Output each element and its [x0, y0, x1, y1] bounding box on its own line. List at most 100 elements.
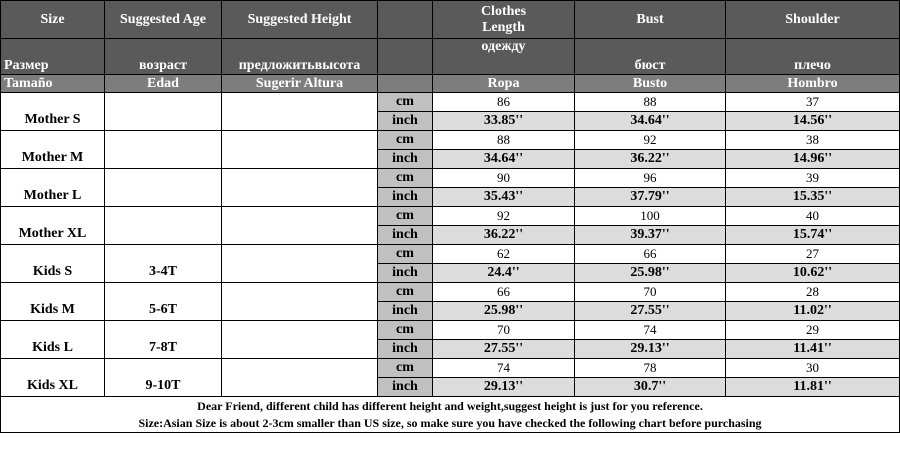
- bust-cm: 100: [574, 206, 726, 226]
- shoulder-cm: 39: [725, 168, 900, 188]
- header-height: Suggested Height: [221, 0, 378, 39]
- unit-cm: cm: [377, 168, 433, 188]
- size-label: Mother L: [0, 168, 105, 207]
- header-bust-ru: бюст: [574, 38, 726, 75]
- shoulder-cm: 28: [725, 282, 900, 302]
- shoulder-cm: 38: [725, 130, 900, 150]
- length-inch: 34.64'': [432, 149, 575, 169]
- age-cell: [104, 92, 222, 131]
- height-cell: [221, 206, 378, 245]
- height-cell: [221, 358, 378, 397]
- unit-cm: cm: [377, 320, 433, 340]
- length-inch: 35.43'': [432, 187, 575, 207]
- header-age-ru: возраст: [104, 38, 222, 75]
- age-cell: [104, 130, 222, 169]
- size-label: Kids S: [0, 244, 105, 283]
- header-age: Suggested Age: [104, 0, 222, 39]
- header-length-es: Ropa: [432, 74, 575, 93]
- shoulder-cm: 40: [725, 206, 900, 226]
- bust-cm: 70: [574, 282, 726, 302]
- shoulder-inch: 11.81'': [725, 377, 900, 397]
- height-cell: [221, 320, 378, 359]
- height-cell: [221, 168, 378, 207]
- height-cell: [221, 282, 378, 321]
- shoulder-cm: 27: [725, 244, 900, 264]
- unit-inch: inch: [377, 339, 433, 359]
- header-length-line1: Clothes: [480, 3, 527, 19]
- header-length-ru: одежду: [432, 38, 575, 75]
- shoulder-inch: 14.96'': [725, 149, 900, 169]
- header-shoulder-ru: плечо: [725, 38, 900, 75]
- unit-inch: inch: [377, 263, 433, 283]
- unit-inch: inch: [377, 149, 433, 169]
- shoulder-inch: 11.02'': [725, 301, 900, 321]
- header-shoulder: Shoulder: [725, 0, 900, 39]
- shoulder-inch: 14.56'': [725, 111, 900, 131]
- length-cm: 74: [432, 358, 575, 378]
- header-length-line2: Length: [482, 19, 525, 35]
- bust-inch: 29.13'': [574, 339, 726, 359]
- bust-cm: 92: [574, 130, 726, 150]
- header-shoulder-es: Hombro: [725, 74, 900, 93]
- length-inch: 33.85'': [432, 111, 575, 131]
- shoulder-cm: 30: [725, 358, 900, 378]
- bust-inch: 39.37'': [574, 225, 726, 245]
- age-cell: 9-10T: [104, 358, 222, 397]
- unit-cm: cm: [377, 282, 433, 302]
- bust-cm: 78: [574, 358, 726, 378]
- bust-inch: 36.22'': [574, 149, 726, 169]
- unit-cm: cm: [377, 358, 433, 378]
- unit-cm: cm: [377, 92, 433, 112]
- length-cm: 66: [432, 282, 575, 302]
- length-cm: 88: [432, 130, 575, 150]
- header-unit-blank-es: [377, 74, 433, 93]
- length-inch: 25.98'': [432, 301, 575, 321]
- age-cell: 5-6T: [104, 282, 222, 321]
- shoulder-inch: 15.35'': [725, 187, 900, 207]
- bust-cm: 74: [574, 320, 726, 340]
- header-bust: Bust: [574, 0, 726, 39]
- unit-cm: cm: [377, 130, 433, 150]
- size-label: Kids XL: [0, 358, 105, 397]
- header-size-es: Tamaño: [0, 74, 105, 93]
- size-chart-table: Size Suggested Age Suggested Height Clot…: [0, 0, 900, 433]
- height-cell: [221, 92, 378, 131]
- header-bust-es: Busto: [574, 74, 726, 93]
- bust-inch: 37.79'': [574, 187, 726, 207]
- age-cell: 3-4T: [104, 244, 222, 283]
- shoulder-inch: 11.41'': [725, 339, 900, 359]
- unit-cm: cm: [377, 206, 433, 226]
- age-cell: [104, 168, 222, 207]
- length-cm: 90: [432, 168, 575, 188]
- header-age-es: Edad: [104, 74, 222, 93]
- header-height-es: Sugerir Altura: [221, 74, 378, 93]
- size-label: Kids L: [0, 320, 105, 359]
- length-inch: 29.13'': [432, 377, 575, 397]
- age-cell: [104, 206, 222, 245]
- header-size: Size: [0, 0, 105, 39]
- length-inch: 36.22'': [432, 225, 575, 245]
- bust-cm: 96: [574, 168, 726, 188]
- bust-inch: 25.98'': [574, 263, 726, 283]
- header-length: Clothes Length: [432, 0, 575, 39]
- size-label: Mother M: [0, 130, 105, 169]
- shoulder-cm: 37: [725, 92, 900, 112]
- footer-note: Dear Friend, different child has differe…: [0, 396, 900, 433]
- length-cm: 70: [432, 320, 575, 340]
- unit-inch: inch: [377, 301, 433, 321]
- size-label: Mother XL: [0, 206, 105, 245]
- bust-inch: 34.64'': [574, 111, 726, 131]
- bust-cm: 66: [574, 244, 726, 264]
- footer-line2: Size:Asian Size is about 2-3cm smaller t…: [138, 416, 762, 430]
- size-label: Kids M: [0, 282, 105, 321]
- unit-inch: inch: [377, 187, 433, 207]
- header-height-ru: предложитьвысота: [221, 38, 378, 75]
- height-cell: [221, 130, 378, 169]
- unit-cm: cm: [377, 244, 433, 264]
- bust-inch: 27.55'': [574, 301, 726, 321]
- length-cm: 86: [432, 92, 575, 112]
- header-unit-blank: [377, 0, 433, 39]
- size-label: Mother S: [0, 92, 105, 131]
- header-size-ru: Размер: [0, 38, 105, 75]
